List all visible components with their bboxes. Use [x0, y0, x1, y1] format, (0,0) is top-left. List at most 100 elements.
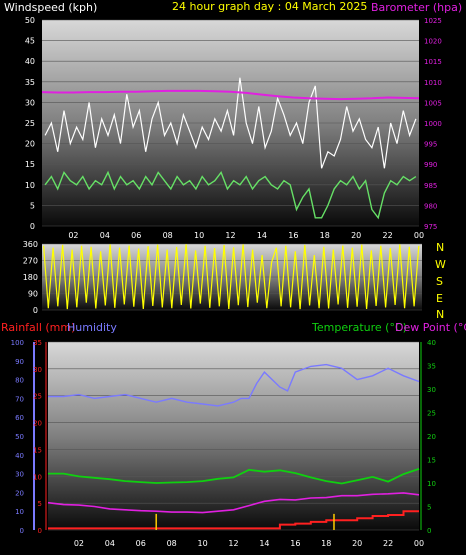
hour-tick-label: 00 — [414, 231, 424, 240]
compass-n-top: N — [436, 241, 444, 254]
wind-direction-line — [43, 244, 420, 310]
barometer-axis-label: Barometer (hpa) — [371, 1, 462, 14]
barometer-tick-label: 1010 — [424, 79, 442, 87]
rainfall-tick-label: 0 — [38, 527, 42, 535]
rainfall-tick-label: 30 — [33, 366, 42, 374]
wind-average-line — [44, 170, 417, 220]
barometer-tick-label: 990 — [424, 161, 437, 169]
compass-e: E — [436, 292, 443, 305]
dew-point-line — [47, 492, 420, 514]
temperature-tick-label: 20 — [427, 433, 436, 441]
windspeed-tick-label: 15 — [25, 160, 35, 169]
temperature-tick-label: 0 — [427, 527, 431, 535]
windspeed-tick-label: 10 — [25, 181, 35, 190]
hour-tick-label: 16 — [290, 539, 300, 548]
hour-tick-label: 08 — [167, 539, 177, 548]
temperature-tick-label: 15 — [427, 457, 436, 465]
temperature-tick-label: 35 — [427, 363, 436, 371]
windspeed-axis-label: Windspeed (kph) — [4, 1, 97, 14]
windspeed-tick-label: 30 — [25, 98, 35, 107]
hour-tick-label: 06 — [136, 539, 146, 548]
hour-tick-label: 10 — [197, 539, 207, 548]
barometer-tick-label: 1020 — [424, 38, 442, 46]
temperature-tick-label: 30 — [427, 386, 436, 394]
dew-point-axis-label: Dew Point (°C) — [395, 321, 466, 334]
compass-n-bottom: N — [436, 308, 444, 321]
humidity-tick-label: 80 — [15, 377, 24, 385]
humidity-tick-label: 50 — [15, 433, 24, 441]
temperature-axis-label: Temperature (°C) — [311, 321, 407, 334]
humidity-tick-label: 20 — [15, 489, 24, 497]
humidity-tick-label: 10 — [15, 508, 24, 516]
barometer-tick-label: 1005 — [424, 99, 442, 107]
barometer-tick-label: 995 — [424, 141, 437, 149]
direction-tick-label: 0 — [33, 306, 38, 315]
hour-tick-label: 14 — [257, 231, 267, 240]
temperature-tick-label: 5 — [427, 504, 431, 512]
humidity-line — [48, 363, 420, 407]
chart-title: 24 hour graph day : 04 March 2025 — [172, 0, 367, 13]
temperature-tick-label: 25 — [427, 410, 436, 418]
humidity-tick-label: 70 — [15, 395, 24, 403]
windspeed-tick-label: 40 — [25, 57, 35, 66]
direction-tick-label: 270 — [23, 257, 38, 266]
temperature-line — [48, 468, 420, 485]
humidity-tick-label: 90 — [15, 358, 24, 366]
rainfall-tick-label: 35 — [33, 339, 42, 347]
hour-tick-label: 14 — [259, 539, 269, 548]
barometer-tick-label: 975 — [424, 223, 437, 231]
hour-tick-label: 20 — [351, 231, 361, 240]
hour-tick-label: 08 — [163, 231, 173, 240]
temperature-tick-label: 10 — [427, 480, 436, 488]
windspeed-tick-label: 35 — [25, 78, 35, 87]
barometer-tick-label: 1025 — [424, 17, 442, 25]
hour-tick-label: 22 — [382, 231, 392, 240]
windspeed-tick-label: 5 — [30, 201, 35, 210]
barometer-tick-label: 1000 — [424, 120, 442, 128]
rain-humidity-temperature-panel: 0 10 20 30 40 50 60 70 80 90 100 0 5 10 15 20 25 30 35 0 5… — [11, 339, 436, 548]
hour-tick-label: 12 — [225, 231, 235, 240]
hour-tick-label: 10 — [194, 231, 204, 240]
barometer-tick-label: 985 — [424, 182, 437, 190]
windspeed-tick-label: 45 — [25, 37, 35, 46]
windspeed-tick-label: 50 — [25, 16, 35, 25]
humidity-axis-label: Humidity — [67, 321, 117, 334]
hour-tick-label: 18 — [321, 539, 331, 548]
direction-tick-label: 180 — [23, 273, 38, 282]
rainfall-tick-label: 10 — [33, 473, 42, 481]
wind-direction-panel: 0 90 180 270 360 N W S E N — [23, 240, 446, 321]
hour-tick-label: 18 — [320, 231, 330, 240]
hour-tick-label: 00 — [414, 539, 424, 548]
rainfall-tick-label: 15 — [33, 446, 42, 454]
direction-tick-label: 90 — [28, 290, 38, 299]
compass-w: W — [435, 258, 446, 271]
hour-tick-label: 12 — [228, 539, 238, 548]
rainfall-axis-label: Rainfall (mm) — [1, 321, 75, 334]
humidity-tick-label: 30 — [15, 471, 24, 479]
barometer-line — [41, 89, 420, 101]
barometer-tick-label: 1015 — [424, 58, 442, 66]
humidity-tick-label: 0 — [20, 527, 24, 535]
hour-tick-label: 04 — [100, 231, 110, 240]
hour-tick-label: 02 — [74, 539, 84, 548]
wind-gust-line — [44, 77, 417, 169]
rainfall-line — [48, 510, 419, 530]
rainfall-tick-label: 20 — [33, 420, 42, 428]
windspeed-tick-label: 0 — [30, 222, 35, 231]
windspeed-tick-label: 25 — [25, 119, 35, 128]
humidity-tick-label: 60 — [15, 414, 24, 422]
humidity-tick-label: 100 — [11, 339, 24, 347]
rainfall-tick-label: 5 — [38, 500, 42, 508]
hour-tick-label: 02 — [68, 231, 78, 240]
hour-tick-label: 22 — [383, 539, 393, 548]
barometer-tick-label: 980 — [424, 202, 437, 210]
humidity-tick-label: 40 — [15, 452, 24, 460]
compass-s: S — [436, 275, 443, 288]
hour-tick-label: 04 — [105, 539, 115, 548]
rainfall-tick-label: 25 — [33, 393, 42, 401]
hour-tick-label: 16 — [288, 231, 298, 240]
temperature-tick-label: 40 — [427, 339, 436, 347]
bottom-panel-background — [48, 342, 419, 530]
